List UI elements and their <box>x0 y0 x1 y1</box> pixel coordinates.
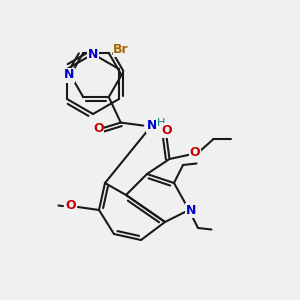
Text: O: O <box>161 124 172 137</box>
Text: N: N <box>146 119 157 132</box>
Text: N: N <box>88 47 98 61</box>
Text: H: H <box>157 118 165 128</box>
Text: O: O <box>93 122 104 135</box>
Text: O: O <box>65 199 76 212</box>
Text: O: O <box>190 146 200 160</box>
Text: N: N <box>186 203 197 217</box>
Text: N: N <box>64 68 74 82</box>
Text: Br: Br <box>113 44 129 56</box>
